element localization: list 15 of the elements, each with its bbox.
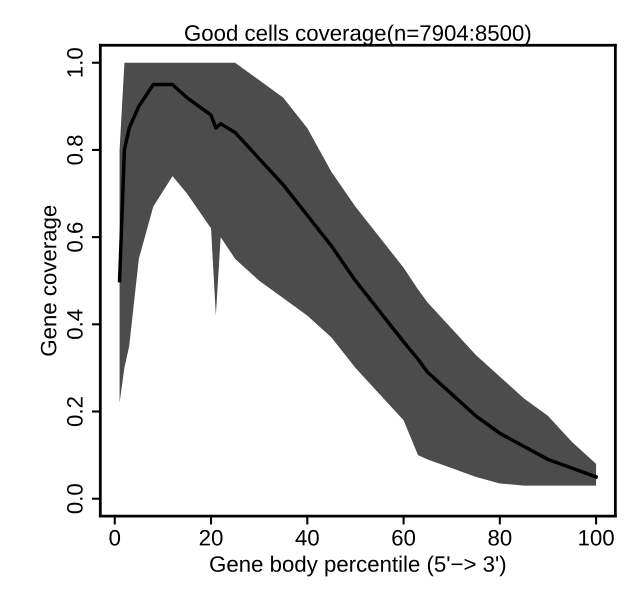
y-tick-label: 1.0 — [67, 48, 83, 76]
y-tick-label: 0.4 — [67, 310, 83, 339]
x-tick-label: 40 — [295, 530, 319, 546]
x-tick-label: 60 — [392, 530, 416, 546]
y-tick-label: 0.6 — [67, 222, 83, 252]
y-tick-label: 0.2 — [67, 397, 83, 426]
x-tick-label: 0 — [109, 530, 120, 546]
x-axis-title: Gene body percentile (5'−> 3') — [210, 556, 506, 576]
y-axis-title: Gene coverage — [40, 206, 61, 356]
x-tick-label: 80 — [488, 530, 512, 546]
x-tick-label: 100 — [579, 530, 614, 546]
y-tick-label: 0.0 — [67, 484, 83, 514]
chart-title: Good cells coverage(n=7904:8500) — [185, 24, 530, 46]
x-tick-label: 20 — [200, 530, 223, 546]
y-tick-label: 0.8 — [67, 135, 83, 165]
